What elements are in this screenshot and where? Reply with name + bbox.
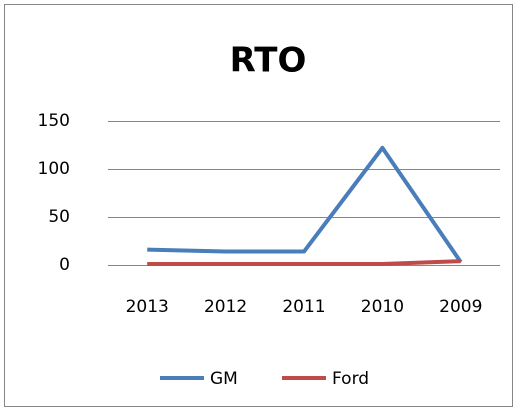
y-tick-label: 0 (59, 255, 70, 275)
y-tick-label: 150 (38, 111, 70, 131)
legend-label: Ford (332, 369, 369, 389)
x-tick-label: 2009 (439, 297, 482, 317)
data-line (147, 145, 463, 264)
legend-label: GM (210, 369, 238, 389)
y-tick-label: 50 (48, 207, 70, 227)
x-tick-label: 2012 (204, 297, 247, 317)
data-line (147, 259, 461, 267)
chart-title: RTO (230, 41, 307, 81)
x-tick-label: 2013 (126, 297, 169, 317)
chart-border (4, 4, 513, 407)
x-tick-label: 2011 (282, 297, 325, 317)
x-tick-label: 2010 (361, 297, 404, 317)
y-tick-label: 100 (38, 159, 70, 179)
